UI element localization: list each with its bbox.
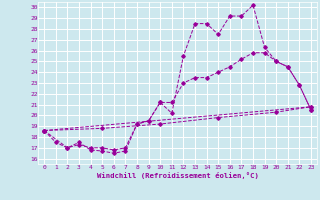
X-axis label: Windchill (Refroidissement éolien,°C): Windchill (Refroidissement éolien,°C) bbox=[97, 172, 259, 179]
